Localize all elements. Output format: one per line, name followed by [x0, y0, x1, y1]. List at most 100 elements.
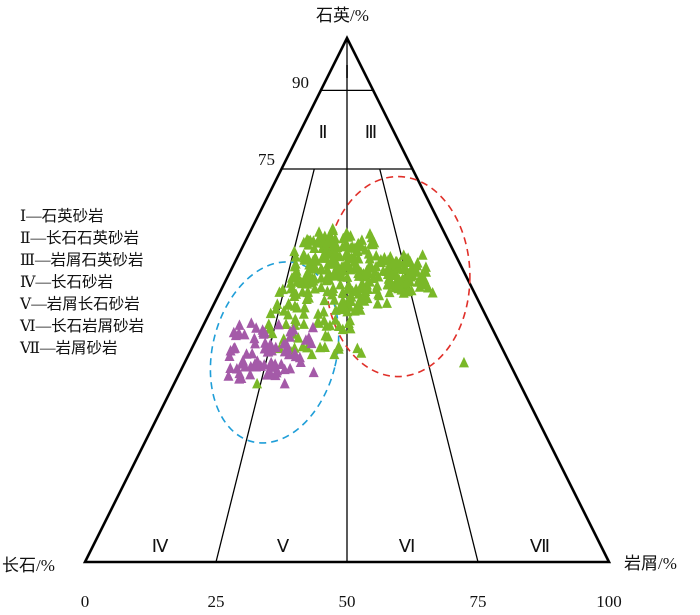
point-c0-216	[303, 239, 314, 250]
point-outlier-1	[252, 377, 263, 389]
point-c3-29	[270, 341, 281, 353]
field-label-V: Ⅴ	[277, 536, 290, 556]
point-c0-210	[328, 239, 339, 251]
point-c3-19	[284, 331, 295, 342]
point-c0-183	[343, 278, 354, 290]
point-c3-57	[223, 370, 234, 381]
point-c0-167	[306, 263, 317, 274]
point-c2-12	[333, 340, 344, 352]
point-c3-35	[307, 321, 318, 333]
field-label-VII: Ⅶ	[530, 536, 550, 556]
point-c1-69	[427, 286, 438, 298]
point-c1-87	[396, 284, 407, 295]
legend-item-4: Ⅳ—长石砂岩	[20, 274, 113, 291]
point-c2-34	[324, 319, 335, 331]
bottom-tick-100: 100	[596, 592, 622, 611]
point-c0-214	[333, 264, 344, 275]
point-c3-74	[247, 347, 258, 359]
point-c0-24	[316, 272, 327, 283]
point-c2-20	[297, 340, 308, 352]
point-c0-186	[316, 281, 327, 293]
point-c1-77	[417, 249, 428, 260]
point-c1-70	[394, 273, 405, 285]
point-c1-74	[416, 269, 427, 280]
point-c2-39	[292, 301, 303, 313]
point-c3-18	[234, 319, 245, 330]
point-c0-200	[298, 249, 309, 260]
point-c0-194	[363, 248, 374, 259]
legend-item-1: Ⅰ—石英砂岩	[20, 208, 104, 225]
quartz-axis-label: 石英/%	[316, 6, 369, 25]
point-c2-36	[320, 329, 331, 341]
point-c1-62	[420, 278, 431, 289]
point-c3-1	[231, 363, 242, 374]
point-c3-70	[246, 317, 257, 328]
point-c0-156	[308, 275, 319, 286]
legend-item-3: Ⅲ—岩屑石英砂岩	[20, 252, 144, 269]
point-c0-173	[368, 238, 379, 250]
ellipse-red	[325, 175, 471, 378]
legend-item-5: Ⅴ—岩屑长石砂岩	[20, 296, 140, 313]
point-c1-79	[412, 257, 423, 268]
point-c3-73	[294, 351, 305, 363]
point-c0-215	[286, 282, 297, 294]
point-c1-80	[414, 281, 425, 292]
point-c3-72	[282, 342, 293, 354]
point-c2-50	[333, 320, 344, 332]
point-c3-60	[300, 334, 311, 345]
lithic-axis-label: 岩屑/%	[624, 554, 677, 573]
point-c2-9	[306, 348, 317, 360]
point-c2-38	[264, 323, 275, 334]
point-c1-76	[401, 276, 412, 288]
point-c2-44	[279, 305, 290, 316]
point-c2-24	[329, 348, 340, 360]
field-label-VI: Ⅵ	[399, 536, 416, 556]
point-c2-27	[291, 288, 302, 299]
point-c3-2	[245, 368, 256, 380]
point-c1-84	[394, 257, 405, 268]
point-c2-29	[354, 298, 365, 310]
point-c0-144	[319, 294, 330, 306]
point-c0-81	[309, 242, 320, 254]
point-c0-25	[329, 294, 340, 305]
point-c3-66	[265, 361, 276, 372]
point-c3-44	[263, 346, 274, 357]
point-c0-160	[324, 270, 335, 281]
point-c0-187	[371, 250, 382, 261]
point-c3-42	[306, 337, 317, 349]
point-c1-67	[389, 281, 400, 293]
point-c0-209	[335, 278, 346, 290]
point-c1-71	[387, 257, 398, 269]
point-c2-25	[298, 308, 309, 319]
point-c3-14	[249, 332, 260, 344]
point-c3-24	[265, 338, 276, 349]
legend-item-6: Ⅵ—长石岩屑砂岩	[20, 318, 145, 335]
point-c0-75	[289, 245, 300, 257]
point-c2-13	[345, 322, 356, 334]
point-c0-143	[316, 263, 327, 274]
point-c0-201	[338, 287, 349, 299]
point-c3-59	[225, 362, 236, 374]
point-c0-77	[314, 226, 325, 237]
point-c3-48	[251, 322, 262, 333]
point-c0-140	[299, 301, 310, 313]
point-outlier-2	[279, 377, 290, 389]
point-c3-28	[271, 366, 282, 378]
point-c3-51	[273, 318, 284, 330]
point-c3-69	[308, 366, 319, 378]
legend: Ⅰ—石英砂岩 Ⅱ—长石石英砂岩 Ⅲ—岩屑石英砂岩 Ⅳ—长石砂岩 Ⅴ—岩屑长石砂岩…	[20, 206, 144, 360]
bottom-tick-0: 0	[80, 592, 90, 611]
point-c2-57	[337, 297, 348, 308]
field-label-II: Ⅱ	[319, 122, 328, 142]
point-c3-32	[276, 358, 287, 370]
point-c2-46	[265, 307, 276, 319]
point-outlier-0	[458, 356, 469, 368]
point-c0-125	[371, 283, 382, 294]
point-c0-169	[364, 267, 375, 279]
point-c0-177	[341, 249, 352, 261]
point-c0-166	[303, 286, 314, 297]
bottom-tick-75: 75	[469, 592, 487, 611]
point-c0-120	[351, 258, 362, 270]
point-c2-23	[298, 318, 309, 329]
